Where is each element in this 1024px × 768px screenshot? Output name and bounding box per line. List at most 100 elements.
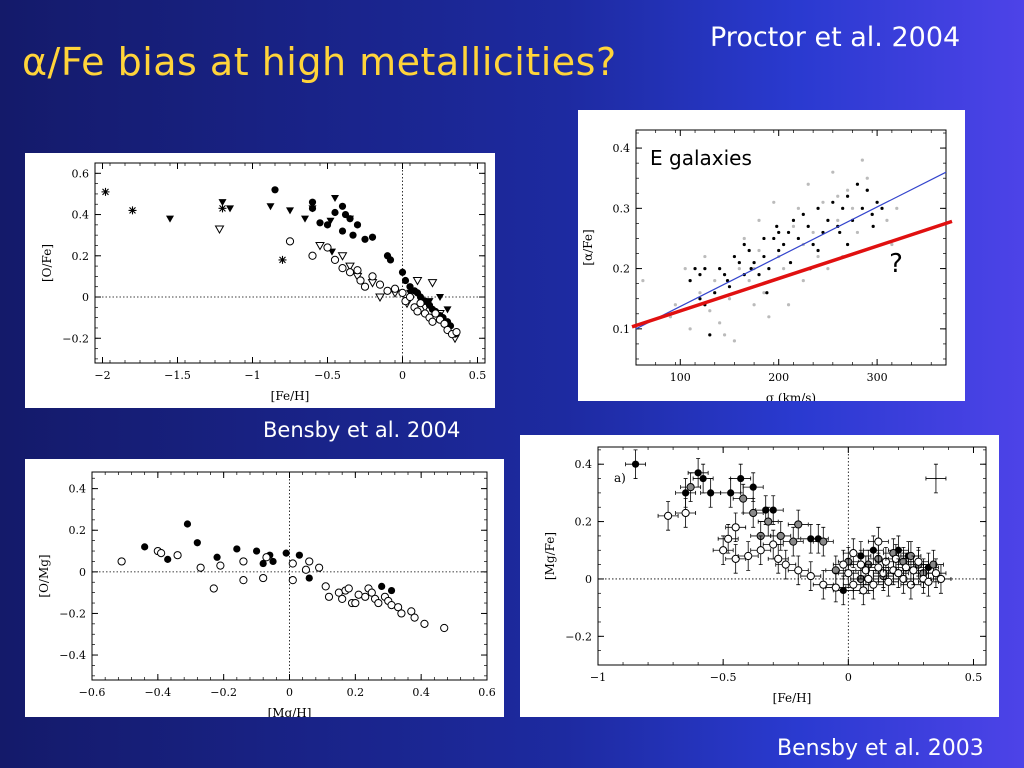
data-point — [811, 230, 815, 235]
data-point — [387, 586, 396, 595]
data-point — [708, 333, 712, 337]
data-point — [428, 317, 437, 326]
data-point — [141, 543, 149, 551]
data-point — [344, 584, 353, 593]
data-point — [786, 303, 791, 307]
data-point — [861, 566, 870, 575]
y-axis-label: [Mg/Fe] — [543, 532, 557, 580]
data-point — [252, 547, 261, 555]
data-point — [844, 569, 853, 578]
data-point — [894, 569, 903, 578]
data-point — [641, 279, 645, 283]
data-point — [239, 576, 248, 585]
data-point — [209, 584, 218, 593]
x-tick-label: 100 — [670, 371, 691, 384]
data-point — [338, 227, 347, 235]
slide-title: α/Fe bias at high metallicities? — [22, 40, 617, 84]
data-point — [337, 252, 348, 261]
data-point — [631, 460, 640, 468]
data-point — [801, 212, 805, 216]
x-tick-label: −0.5 — [710, 671, 737, 684]
data-point — [345, 268, 355, 277]
data-point — [775, 224, 779, 229]
data-point — [826, 266, 830, 271]
chart-panel-omg: −0.6 −0.4 −0.2 0 0.2 0.4 0.6 −0.4 −0.2 0 0.2 0.4 [Mg… — [25, 459, 504, 720]
data-point — [282, 549, 290, 557]
data-point — [271, 186, 279, 194]
data-point — [349, 231, 357, 239]
data-point — [196, 563, 205, 572]
data-point — [166, 215, 174, 223]
data-point — [794, 520, 803, 529]
data-point — [367, 588, 376, 597]
data-point — [693, 266, 697, 271]
citation-bensby-2003: Bensby et al. 2003 — [777, 736, 984, 761]
data-point — [719, 546, 728, 555]
data-point — [375, 293, 385, 303]
data-point — [682, 489, 690, 497]
data-point — [806, 224, 810, 229]
x-tick-label: −0.6 — [79, 686, 106, 699]
data-point — [774, 554, 783, 563]
data-point — [218, 204, 227, 213]
data-point — [791, 218, 796, 222]
data-point — [725, 279, 730, 283]
x-axis-label: [Fe/H] — [271, 389, 310, 403]
data-point — [875, 200, 879, 204]
data-point — [855, 230, 860, 235]
data-point — [931, 569, 941, 578]
data-point — [368, 233, 377, 241]
data-point — [368, 272, 377, 281]
data-point — [269, 557, 277, 566]
data-point — [791, 224, 796, 229]
data-point — [864, 574, 873, 584]
data-point — [737, 474, 745, 483]
data-point — [698, 291, 702, 295]
data-point — [218, 199, 227, 207]
data-point — [764, 517, 773, 526]
data-series-group — [117, 520, 449, 633]
data-point — [762, 236, 766, 241]
x-tick-label: 0 — [399, 369, 406, 382]
data-point — [914, 557, 923, 566]
data-point — [398, 268, 407, 276]
data-point — [757, 218, 761, 222]
x-tick-label: −2 — [94, 369, 110, 382]
y-tick-label: −0.2 — [62, 332, 89, 345]
data-point — [869, 546, 877, 554]
data-point — [688, 279, 692, 283]
plot-frame — [597, 446, 987, 666]
x-tick-label: 0.4 — [412, 686, 430, 699]
data-point — [744, 551, 753, 561]
data-point — [849, 580, 858, 589]
data-point — [718, 321, 722, 325]
data-point — [301, 215, 309, 223]
data-point — [757, 273, 761, 277]
data-point — [772, 236, 776, 241]
y-tick-label: −0.2 — [59, 607, 86, 620]
data-point — [831, 583, 840, 592]
x-tick-label: 0 — [845, 671, 852, 684]
data-point — [315, 241, 325, 251]
y-tick-label: 0.4 — [69, 483, 87, 496]
data-point — [845, 242, 850, 247]
data-series-group — [641, 158, 899, 343]
data-point — [346, 215, 354, 223]
data-point — [698, 273, 702, 277]
data-point — [811, 242, 815, 247]
data-point — [836, 218, 840, 222]
y-tick-label: 0.3 — [613, 202, 631, 215]
data-point — [767, 266, 771, 271]
data-point — [431, 309, 440, 318]
x-tick-label: −1 — [244, 369, 260, 382]
data-point — [756, 546, 765, 555]
data-point — [874, 537, 883, 546]
data-point — [821, 200, 825, 204]
x-tick-label: 200 — [768, 371, 789, 384]
data-point — [331, 208, 339, 217]
data-point — [806, 182, 810, 186]
data-point — [772, 200, 776, 204]
data-point — [794, 566, 803, 575]
data-point — [796, 206, 800, 210]
data-point — [769, 506, 777, 514]
